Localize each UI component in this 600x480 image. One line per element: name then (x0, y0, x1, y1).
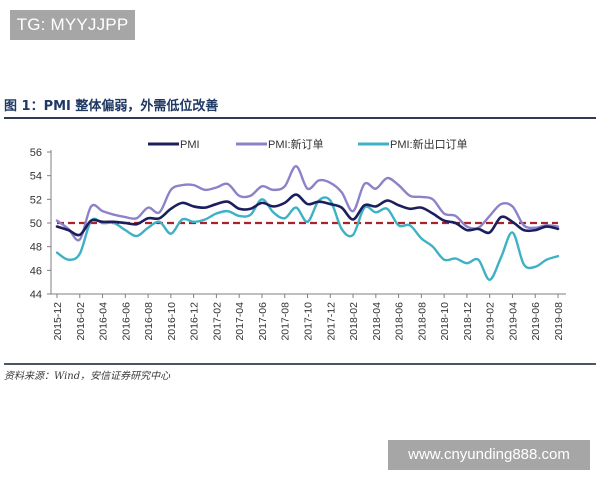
x-tick-label: 2017-08 (280, 302, 292, 341)
x-tick-label: 2018-02 (348, 302, 360, 341)
x-tick-label: 2018-06 (394, 302, 406, 341)
figure-title: 图 1：PMI 整体偏弱，外需低位改善 (4, 99, 219, 114)
figure-source: 资料来源：Wind，安信证券研究中心 (4, 371, 171, 382)
x-tick-label: 2018-12 (462, 302, 474, 341)
y-tick-label: 56 (30, 147, 42, 159)
x-tick-label: 2019-04 (507, 302, 519, 341)
x-tick-label: 2019-08 (553, 302, 565, 341)
x-tick-label: 2016-04 (98, 302, 110, 341)
x-tick-label: 2017-12 (325, 302, 337, 341)
source-divider (4, 363, 596, 365)
y-tick-label: 44 (30, 289, 42, 301)
y-tick-label: 54 (30, 171, 42, 183)
chart-axes: 44 46 48 50 52 54 56 2015-12 2016-02 2016-04 2016-… (30, 147, 566, 341)
y-tick-label: 52 (30, 194, 42, 206)
x-tick-label: 2017-02 (211, 302, 223, 341)
x-tick-label: 2017-04 (234, 302, 246, 341)
chart-legend: PMI PMI:新订单 PMI:新出口订单 (148, 137, 468, 151)
x-tick-label: 2015-12 (52, 302, 64, 341)
x-tick-label: 2016-06 (120, 302, 132, 341)
legend-label: PMI (180, 139, 200, 151)
series-new-export-orders (55, 196, 560, 281)
x-tick-label: 2016-02 (75, 302, 87, 341)
title-divider (4, 117, 596, 119)
chart-series (55, 165, 560, 281)
x-tick-label: 2019-06 (530, 302, 542, 341)
x-tick-label: 2017-10 (303, 302, 315, 341)
x-tick-label: 2018-10 (439, 302, 451, 341)
x-tick-label: 2017-06 (257, 302, 269, 341)
y-tick-label: 50 (30, 218, 42, 230)
x-tick-label: 2018-08 (416, 302, 428, 341)
pmi-line-chart: PMI PMI:新订单 PMI:新出口订单 44 46 48 50 52 54 56 2015-1… (30, 137, 566, 341)
x-tick-label: 2018-04 (371, 302, 383, 341)
legend-label: PMI:新出口订单 (390, 137, 468, 151)
series-pmi (55, 193, 560, 237)
x-tick-label: 2016-12 (189, 302, 201, 341)
x-tick-label: 2016-08 (143, 302, 155, 341)
watermark-top: TG: MYYJJPP (10, 10, 135, 40)
y-tick-label: 46 (30, 265, 42, 277)
x-tick-label: 2019-02 (485, 302, 497, 341)
y-tick-label: 48 (30, 242, 42, 254)
legend-label: PMI:新订单 (268, 137, 324, 151)
x-tick-label: 2016-10 (166, 302, 178, 341)
watermark-bottom: www.cnyunding888.com (388, 440, 590, 470)
